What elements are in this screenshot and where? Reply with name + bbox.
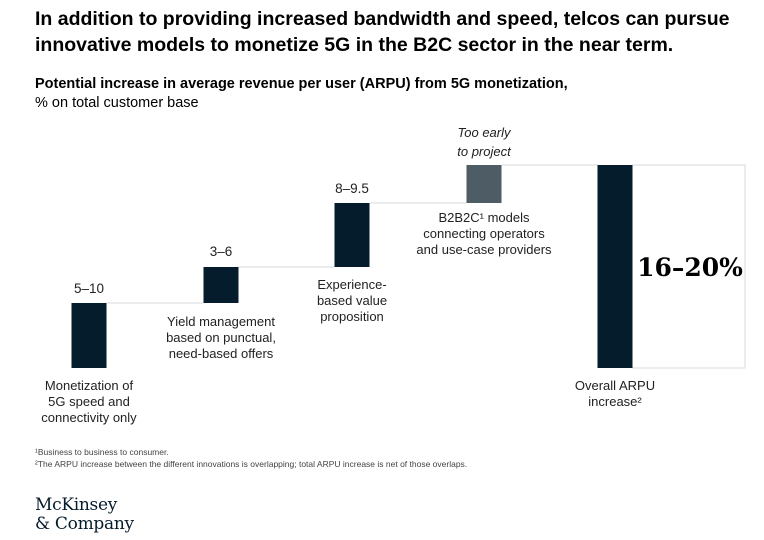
category-label: Monetization of bbox=[45, 378, 134, 393]
chart-subtitle: Potential increase in average revenue pe… bbox=[35, 75, 715, 113]
value-label: 8–9.5 bbox=[335, 181, 369, 196]
category-label: proposition bbox=[320, 309, 384, 324]
category-label: and use-case providers bbox=[416, 242, 552, 257]
bar-experience-value bbox=[334, 203, 370, 267]
value-label: 3–6 bbox=[210, 244, 233, 259]
mckinsey-logo: McKinsey & Company bbox=[35, 496, 134, 534]
logo-line-2: & Company bbox=[35, 514, 134, 534]
footnote-1: ¹Business to business to consumer. bbox=[35, 447, 169, 457]
footnotes: ¹Business to business to consumer. ²The … bbox=[35, 446, 467, 470]
category-label: based value bbox=[317, 293, 387, 308]
logo-line-1: McKinsey bbox=[35, 495, 118, 515]
category-label: based on punctual, bbox=[166, 330, 276, 345]
annotation-too-early: Too early bbox=[458, 125, 512, 140]
chart-subtitle-unit: % on total customer base bbox=[35, 95, 199, 111]
category-label: increase² bbox=[588, 394, 642, 409]
category-label: Experience- bbox=[317, 277, 386, 292]
category-label: need-based offers bbox=[169, 346, 274, 361]
category-label: 5G speed and bbox=[48, 394, 130, 409]
value-label: 5–10 bbox=[74, 281, 104, 296]
category-label: Yield management bbox=[167, 314, 275, 329]
annotation-too-early: to project bbox=[457, 144, 512, 159]
bar-speed-connectivity bbox=[71, 303, 107, 368]
category-label: Overall ARPU bbox=[575, 378, 655, 393]
total-bracket bbox=[632, 164, 746, 369]
footnote-2: ²The ARPU increase between the different… bbox=[35, 459, 468, 469]
bar-overall-arpu bbox=[597, 165, 633, 368]
category-label: connecting operators bbox=[423, 226, 545, 241]
chart-subtitle-main: Potential increase in average revenue pe… bbox=[35, 76, 568, 92]
total-value-label: 16–20% bbox=[637, 253, 743, 282]
headline: In addition to providing increased bandw… bbox=[35, 8, 730, 56]
category-label: B2B2C¹ models bbox=[438, 210, 530, 225]
category-label: connectivity only bbox=[41, 410, 137, 425]
bar-yield-management bbox=[203, 267, 239, 303]
bar-b2b2c-models bbox=[466, 165, 502, 203]
